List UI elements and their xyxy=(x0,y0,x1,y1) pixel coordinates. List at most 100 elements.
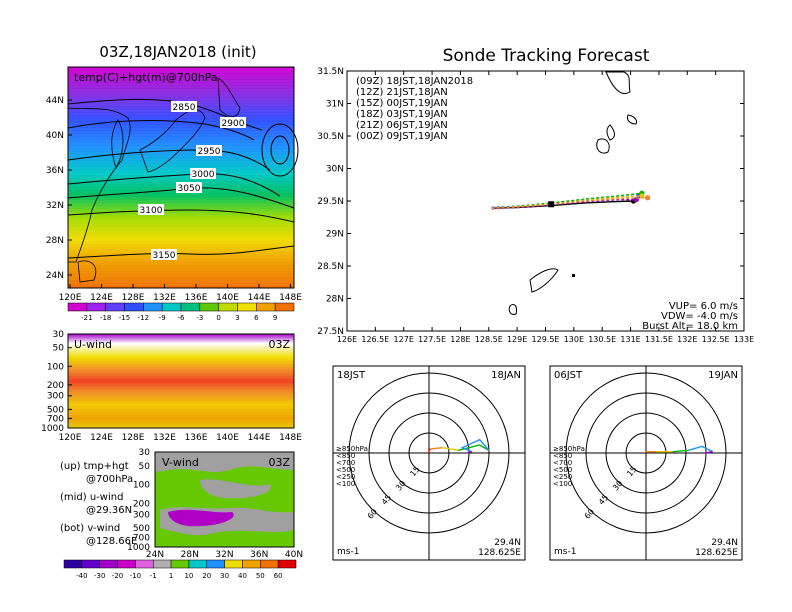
lon-tick-label: 130.5E xyxy=(588,335,616,344)
contour-label: 2850 xyxy=(173,103,196,113)
vwind-lat-ticks: 24N 28N 32N 36N 40N xyxy=(146,550,303,560)
colorbar-swatch xyxy=(206,559,225,569)
hodograph-lon: 128.625E xyxy=(478,548,521,558)
contour-2950 xyxy=(67,149,271,171)
hodograph-left: 15304560≥850hPa<850<700<500<250<10018JST… xyxy=(332,365,526,561)
uwind-frame xyxy=(67,333,295,429)
colorbar-swatch xyxy=(188,559,208,569)
pressure-tick-label: 1000 xyxy=(127,543,150,553)
lon-tick-label: 140E xyxy=(216,433,239,443)
left-title: 03Z,18JAN2018 (init) xyxy=(99,43,256,61)
lat-tick-label: 32N xyxy=(46,201,64,211)
hodograph-level-label: <850 xyxy=(553,452,572,460)
colorbar-tick-label: 1 xyxy=(169,572,173,580)
uwind-field xyxy=(68,334,294,428)
lon-tick-label: 128.5E xyxy=(475,335,503,344)
vdw-param: VDW= -4.0 m/s xyxy=(661,311,738,322)
lon-tick-label: 144E xyxy=(248,293,271,303)
lon-tick-label: 128E xyxy=(122,433,145,443)
track-endpoint xyxy=(639,193,645,199)
pressure-tick-label: 700 xyxy=(133,533,150,543)
colorbar-tick-label: 60 xyxy=(274,572,283,580)
lon-tick-label: 129.5E xyxy=(532,335,560,344)
contour-label: 3150 xyxy=(153,251,176,261)
lon-tick-label: 128E xyxy=(450,335,470,344)
hodograph-level-label: <850 xyxy=(336,452,355,460)
temp-map-lat-ticks: 44N 40N 36N 32N 28N 24N xyxy=(46,96,72,281)
track-line xyxy=(491,197,648,209)
hodograph-lat: 29.4N xyxy=(711,538,738,548)
track-legend-entry: (09Z) 18JST,18JAN2018 xyxy=(356,76,473,87)
colorbar-tick-label: -12 xyxy=(138,314,149,322)
lat-tick-label: 29.5N xyxy=(317,197,344,207)
lon-tick-label: 126E xyxy=(337,335,357,344)
contour-3100 xyxy=(67,209,295,223)
pressure-tick-label: 500 xyxy=(47,405,64,415)
colorbar-swatch xyxy=(260,559,279,569)
vwind-label: V-wind xyxy=(162,456,199,469)
lon-tick-label: 132E xyxy=(153,433,176,443)
colorbar-tick-label: -21 xyxy=(81,314,92,322)
lat-tick-label: 44N xyxy=(46,96,64,106)
hodograph-level-label: <250 xyxy=(553,473,572,481)
island-top xyxy=(605,71,631,94)
lat-tick-label: 28.5N xyxy=(317,262,344,272)
hodograph-level-label: ≥850hPa xyxy=(553,445,585,453)
colorbar-tick-label: -6 xyxy=(178,314,186,322)
contour-label: 3000 xyxy=(192,170,215,180)
pressure-tick-label: 200 xyxy=(47,381,64,391)
temp-colorbar: -21 -18 -15 -12 -9 -6 -3 0 3 6 9 xyxy=(67,302,295,322)
colorbar-swatch xyxy=(135,559,154,569)
korea-outline xyxy=(111,119,124,169)
japan-outline xyxy=(139,109,206,173)
hodograph-level-label: <700 xyxy=(336,459,355,467)
hodograph-trace xyxy=(466,450,472,454)
lon-tick-label: 132E xyxy=(153,293,176,303)
lon-tick-label: 129E xyxy=(507,335,527,344)
colorbar-swatch xyxy=(218,302,238,312)
track-legend-entry: (12Z) 21JST,18JAN xyxy=(356,87,448,98)
colorbar-tick-label: -9 xyxy=(159,314,166,322)
china-coast xyxy=(67,107,131,263)
lat-tick-label: 28N xyxy=(46,236,64,246)
legend-bot: (bot) v-wind xyxy=(60,523,120,534)
tracking-params: VUP= 6.0 m/s VDW= -4.0 m/s Burst Alt= 18… xyxy=(642,301,738,332)
temp-field-texture xyxy=(68,68,294,286)
colorbar-tick-label: -1 xyxy=(150,572,157,580)
contour-label: 3050 xyxy=(178,184,201,194)
hodograph-trace xyxy=(704,450,713,454)
hodograph-trace xyxy=(672,449,689,453)
contour-3150 xyxy=(67,245,295,259)
track-lines xyxy=(491,190,651,210)
pressure-tick-label: 50 xyxy=(139,462,151,472)
contour-label: 2950 xyxy=(198,147,221,157)
colorbar-tick-label: 30 xyxy=(220,572,229,580)
colorbar-tick-label: 10 xyxy=(184,572,193,580)
colorbar-swatch xyxy=(117,559,136,569)
uwind-lon-ticks: 120E 124E 128E 132E 136E 140E 144E 148E xyxy=(59,433,303,443)
temp-map-label: temp(C)+hgt(m)@700hPa xyxy=(74,71,218,84)
colorbar-tick-label: -10 xyxy=(130,572,141,580)
lat-tick-label: 27.5N xyxy=(317,327,344,337)
legend-up-sub: @700hPa xyxy=(86,474,133,485)
tracking-frame xyxy=(346,70,745,332)
amami-island xyxy=(529,268,559,293)
colorbar-tick-label: -20 xyxy=(112,572,123,580)
pressure-tick-label: 30 xyxy=(139,448,151,458)
legend-mid-sub: @29.36N xyxy=(86,505,132,516)
lon-tick-label: 132E xyxy=(677,335,697,344)
lon-tick-label: 126.5E xyxy=(361,335,389,344)
track-legend-entry: (18Z) 03JST,19JAN xyxy=(356,109,448,120)
temp-map-lon-ticks: 120E 124E 128E 132E 136E 140E 144E 148E xyxy=(59,284,302,303)
island-mid xyxy=(596,138,610,154)
lon-tick-label: 124E xyxy=(90,433,113,443)
colorbar-swatch xyxy=(67,302,88,312)
vwind-calm-region xyxy=(155,452,294,472)
lon-tick-label: 140E xyxy=(216,293,239,303)
contour-low-2 xyxy=(270,135,290,165)
pressure-tick-label: 1000 xyxy=(41,424,64,434)
uwind-label: U-wind xyxy=(74,338,112,351)
temp-map-frame xyxy=(67,66,295,289)
